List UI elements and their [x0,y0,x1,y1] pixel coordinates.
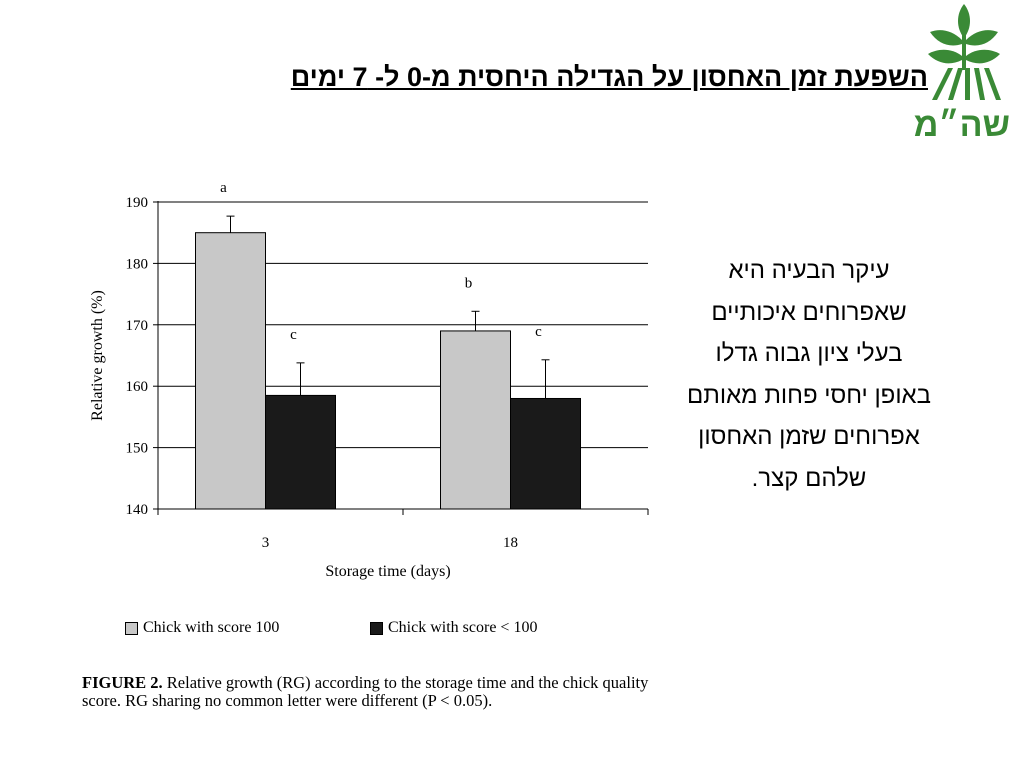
side-text: עיקר הבעיה היא שאפרוחים איכותיים בעלי צי… [644,250,974,499]
bar-chart: 140 150 160 170 180 190 a c 3 b c 18 Storage time (d… [89,180,649,580]
legend-item-series-2: Chick with score < 100 [370,619,537,637]
slide-title: השפעת זמן האחסון על הגדילה היחסית מ-0 ל-… [290,62,928,92]
y-tick-label: 160 [126,379,149,395]
y-tick-label: 170 [126,318,149,334]
side-text-line: באופן יחסי פחות מאותם [687,381,931,409]
legend-item-series-1: Chick with score 100 [125,619,279,637]
x-tick-label: 3 [262,535,270,551]
caption-text: Relative growth (RG) according to the st… [82,673,649,710]
y-tick-label: 190 [126,195,149,211]
significance-letter: b [465,275,473,291]
y-axis-label: Relative growth (%) [89,290,106,421]
y-tick-label: 180 [126,256,149,272]
bar [265,394,336,510]
logo-text: שה״מ [913,106,1010,144]
significance-letter: c [535,324,542,340]
bar [195,232,266,510]
significance-letter: a [220,180,227,196]
logo: שה״מ [913,0,1010,150]
legend-label: Chick with score 100 [143,619,280,636]
bar [510,397,581,510]
side-text-line: בעלי ציון גבוה גדלו [715,340,903,367]
side-text-line: שלהם קצר. [751,464,867,492]
y-tick-label: 150 [126,441,149,457]
legend-swatch-light [125,621,138,635]
side-text-line: אפרוחים שזמן האחסון [698,423,920,450]
legend-swatch-dark [370,621,383,635]
caption-label: FIGURE 2. [82,673,163,692]
legend-label: Chick with score < 100 [388,619,538,636]
bar [440,330,511,510]
figure-caption: FIGURE 2. Relative growth (RG) according… [82,674,660,710]
x-tick-label: 18 [503,535,518,551]
significance-letter: c [290,327,297,343]
side-text-line: עיקר הבעיה היא [728,257,890,284]
side-text-line: שאפרוחים איכותיים [711,298,907,326]
x-axis-label: Storage time (days) [325,563,450,580]
plant-logo-icon [928,4,1001,100]
y-tick-label: 140 [126,502,149,518]
